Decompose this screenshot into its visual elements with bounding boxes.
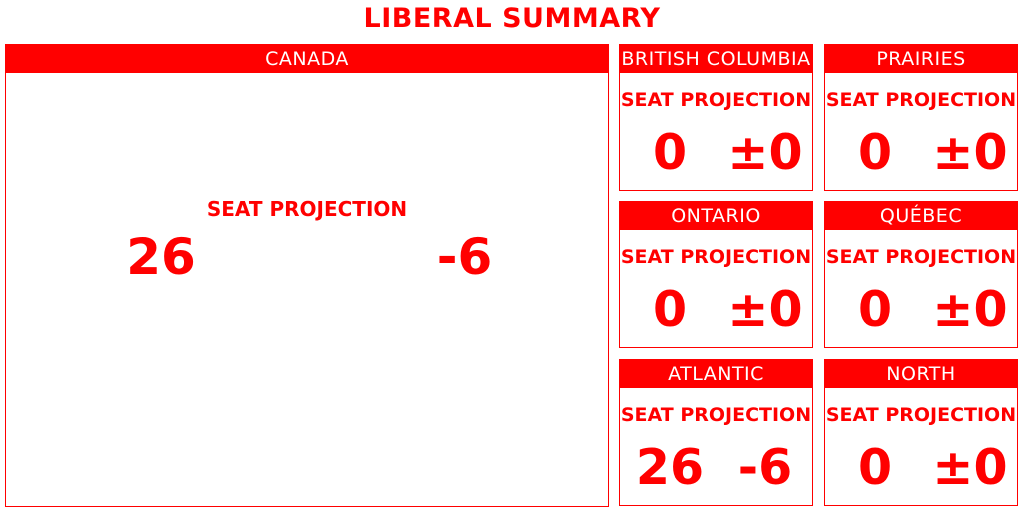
region-panel-north: NORTH SEAT PROJECTION 0 ±0: [824, 359, 1018, 506]
seat-count: 0: [857, 124, 893, 181]
region-header: BRITISH COLUMBIA: [620, 45, 812, 73]
seat-count: 0: [652, 281, 688, 338]
seat-projection-label: SEAT PROJECTION: [620, 404, 812, 426]
canada-panel-header: CANADA: [6, 45, 608, 73]
region-panel-ontario: ONTARIO SEAT PROJECTION 0 ±0: [619, 201, 813, 348]
seat-projection-label: SEAT PROJECTION: [825, 246, 1017, 268]
seat-change: ±0: [727, 124, 803, 181]
region-header: ONTARIO: [620, 202, 812, 230]
region-panel-british-columbia: BRITISH COLUMBIA SEAT PROJECTION 0 ±0: [619, 44, 813, 191]
seat-change: ±0: [932, 439, 1008, 496]
seat-count: 0: [857, 439, 893, 496]
region-header: NORTH: [825, 360, 1017, 388]
region-header: ATLANTIC: [620, 360, 812, 388]
region-header: QUÉBEC: [825, 202, 1017, 230]
seat-projection-label: SEAT PROJECTION: [620, 89, 812, 111]
canada-seat-count: 26: [126, 228, 196, 286]
seat-projection-label: SEAT PROJECTION: [825, 89, 1017, 111]
seat-change: -6: [737, 439, 793, 496]
region-panel-atlantic: ATLANTIC SEAT PROJECTION 26 -6: [619, 359, 813, 506]
seat-change: ±0: [932, 124, 1008, 181]
seat-count: 0: [652, 124, 688, 181]
canada-panel: CANADA SEAT PROJECTION 26 -6: [5, 44, 609, 507]
seat-projection-label: SEAT PROJECTION: [825, 404, 1017, 426]
region-panel-prairies: PRAIRIES SEAT PROJECTION 0 ±0: [824, 44, 1018, 191]
region-header: PRAIRIES: [825, 45, 1017, 73]
region-panel-quebec: QUÉBEC SEAT PROJECTION 0 ±0: [824, 201, 1018, 348]
seat-count: 0: [857, 281, 893, 338]
seat-change: ±0: [727, 281, 803, 338]
seat-count: 26: [635, 439, 705, 496]
canada-seat-projection-label: SEAT PROJECTION: [206, 197, 408, 221]
canada-seat-change: -6: [436, 228, 493, 286]
seat-projection-label: SEAT PROJECTION: [620, 246, 812, 268]
page-title: LIBERAL SUMMARY: [363, 3, 661, 34]
seat-change: ±0: [932, 281, 1008, 338]
